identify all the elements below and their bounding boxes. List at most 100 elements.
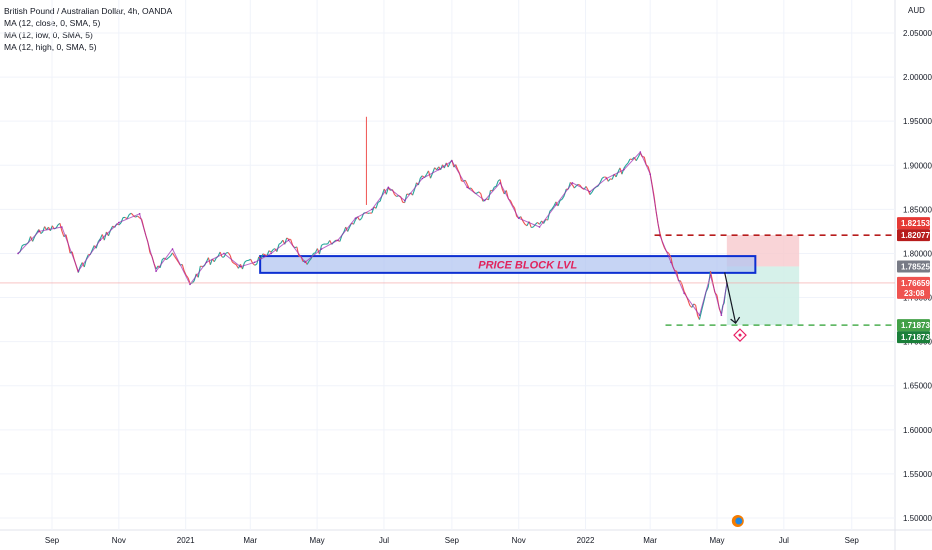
price-point [304,261,306,264]
ma-high-indicator[interactable]: MA (12, high, 0, SMA, 5) [4,42,97,52]
crosshair-icon[interactable] [733,328,747,342]
y-tick-label: 1.50000 [903,514,932,523]
x-tick-label: Mar [243,536,257,545]
price-segment [254,263,257,266]
price-segment [175,258,179,263]
price-segment [135,215,138,218]
price-segment [635,156,639,162]
price-block-label: PRICE BLOCK LVL [478,259,577,271]
price-segment [549,208,553,212]
price-point [337,239,339,242]
price-segment [233,263,237,266]
price-segment [559,198,563,201]
price-point [287,239,290,242]
target-top-tag: 1.71873 [901,321,930,330]
time-axis[interactable]: Sep Nov 2021 Mar May Jul Sep Nov 2022 Mar May Jul Se… [45,515,860,545]
price-series [17,116,728,320]
chart-title[interactable]: British Pound / Australian Dollar, 4h, O… [4,6,173,16]
price-segment [183,270,187,276]
price-point [421,177,424,180]
price-segment [607,178,611,182]
price-segment [181,264,185,272]
price-segment [501,188,505,195]
stop-tag-bg [897,229,930,242]
price-segment [447,162,451,168]
ma-low-indicator[interactable]: MA (12, low, 0, SMA, 5) [4,30,93,40]
price-segment [491,186,495,192]
price-segment [377,200,381,203]
price-segment [557,200,561,207]
price-block-zone[interactable] [259,255,757,274]
price-segment [539,220,543,225]
crosshair-center [738,333,742,337]
x-tick-label: Sep [45,536,60,545]
price-segment [599,177,603,183]
stop-top-tag-bg [897,217,930,230]
x-tick-label: Mar [643,536,657,545]
price-point [571,182,574,184]
price-segment [394,194,397,197]
price-segment [681,284,685,292]
price-point [189,283,191,286]
price-point [270,252,272,255]
price-segment [464,180,468,185]
price-segment [371,206,375,214]
price-segment [270,249,274,253]
price-segment [543,219,547,224]
price-segment [169,252,173,257]
trade-arrow-head [730,316,741,324]
price-segment [353,219,356,225]
price-segment [476,191,480,194]
entry-tag-bg [897,260,930,273]
countdown-tag: 23:08 [904,289,925,298]
price-segment [687,299,691,306]
price-segment [223,252,227,258]
target-tag-bg [897,331,930,344]
price-point [38,230,40,233]
price-point [205,261,208,264]
price-point [437,168,440,171]
price-segment [375,202,379,209]
price-segment [347,226,351,232]
price-segment [174,255,177,260]
price-segment [97,238,101,243]
price-segment [693,303,696,306]
price-segment [321,243,324,246]
x-tick-label: Sep [845,536,860,545]
price-point [649,173,651,175]
event-icon-inner [735,517,743,525]
price-point [589,190,591,193]
price-segment [32,236,36,242]
last-price-tag: 1.76659 [901,279,930,288]
price-point [555,204,557,206]
price-segment [227,252,231,256]
price-segment [128,212,132,215]
price-segment [494,185,497,188]
stop-tag: 1.82077 [901,231,930,240]
stop-top-tag: 1.82153 [901,219,930,228]
price-point [171,248,174,250]
price-segment [44,226,48,231]
price-point [354,217,357,219]
x-tick-label: Jul [379,536,389,545]
y-tick-label: 1.55000 [903,470,932,479]
price-segment [118,222,122,226]
price-segment [610,178,613,180]
price-point [698,314,701,316]
price-segment [637,152,641,158]
trade-arrow [724,272,737,324]
moving-average-line [17,151,728,317]
price-segment [213,257,217,262]
price-segment [343,226,347,233]
price-segment [412,189,416,196]
price-point [683,292,685,294]
price-point [155,270,157,272]
x-tick-label: May [310,536,325,545]
x-tick-label: Nov [512,536,526,545]
price-segment [42,226,46,233]
price-segment [623,164,627,169]
price-segment [272,248,276,251]
price-point [709,274,712,277]
price-segment [625,162,629,166]
